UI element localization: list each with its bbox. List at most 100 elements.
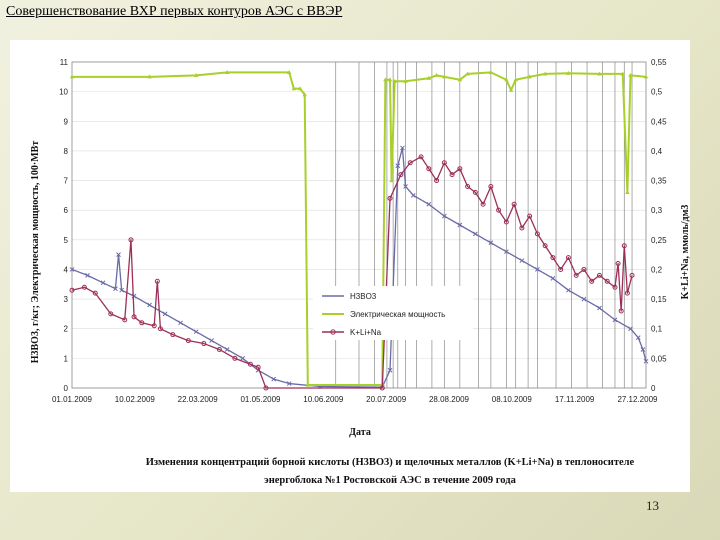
chart-panel: 0 1 2 3 4 5 6 7 8 9 10 11 0 0,05 0,1 0,15 0,2 0,25 0,3 0,35… xyxy=(10,40,691,492)
data-point-alkali xyxy=(255,364,261,370)
data-point-h3bo3 xyxy=(550,275,556,281)
data-point-h3bo3 xyxy=(85,273,90,278)
data-point-alkali xyxy=(69,287,75,293)
data-point-alkali xyxy=(488,183,494,189)
y-right-tick-label: 0,05 xyxy=(651,354,667,363)
slide-title: Совершенствование ВХР первых контуров АЭ… xyxy=(6,4,343,19)
data-point-h3bo3 xyxy=(162,311,168,317)
data-point-h3bo3 xyxy=(193,329,199,335)
data-point-alkali xyxy=(496,207,502,213)
data-point-alkali xyxy=(596,272,602,278)
data-point-h3bo3 xyxy=(69,267,75,272)
data-point-alkali xyxy=(387,195,393,201)
data-point-alkali xyxy=(263,385,269,391)
y-right-tick-label: 0,25 xyxy=(651,236,667,245)
data-point-h3bo3 xyxy=(410,193,416,198)
data-point-alkali xyxy=(604,278,610,284)
data-point-power xyxy=(392,78,397,83)
y-left-tick-label: 10 xyxy=(59,88,68,97)
data-point-alkali xyxy=(201,341,207,347)
y-left-tick-label: 3 xyxy=(64,295,69,304)
data-point-alkali xyxy=(157,326,163,332)
data-point-power xyxy=(193,72,199,77)
data-point-alkali xyxy=(534,231,540,237)
chart-caption-line-1: Изменения концентраций борной кислоты (H… xyxy=(146,457,635,468)
x-tick-label: 10.02.2009 xyxy=(115,395,156,404)
data-point-alkali xyxy=(618,308,624,314)
data-point-alkali xyxy=(426,166,432,172)
x-tick-label: 08.10.2009 xyxy=(492,395,533,404)
data-point-h3bo3 xyxy=(240,356,246,361)
data-point-power xyxy=(488,69,494,74)
data-point-alkali xyxy=(621,243,627,249)
y-left-tick-label: 4 xyxy=(64,265,69,274)
y-right-tick-label: 0,3 xyxy=(651,206,663,215)
data-point-h3bo3 xyxy=(426,201,432,207)
data-point-h3bo3 xyxy=(119,287,124,293)
x-tick-label: 10.06.2009 xyxy=(303,395,344,404)
data-point-alkali xyxy=(472,189,478,195)
data-point-h3bo3 xyxy=(178,320,183,326)
data-point-alkali xyxy=(589,278,595,284)
data-point-power xyxy=(620,71,625,76)
data-point-power xyxy=(286,69,292,74)
data-point-alkali xyxy=(170,332,176,338)
data-point-power xyxy=(403,78,408,83)
data-point-h3bo3 xyxy=(400,145,405,151)
data-point-alkali xyxy=(122,317,128,323)
y-left-tick-label: 8 xyxy=(64,147,69,156)
data-point-alkali xyxy=(232,355,238,361)
data-point-power xyxy=(434,72,439,77)
data-point-alkali xyxy=(629,272,635,278)
data-point-h3bo3 xyxy=(640,347,646,352)
data-point-alkali xyxy=(407,160,413,166)
legend-label-alkali: K+Li+Na xyxy=(350,328,382,337)
data-point-h3bo3 xyxy=(612,317,618,323)
data-point-power xyxy=(69,74,75,79)
y-right-tick-label: 0,2 xyxy=(651,265,663,274)
y-right-tick-label: 0,55 xyxy=(651,58,667,67)
data-point-alkali xyxy=(457,166,463,172)
data-point-h3bo3 xyxy=(504,249,509,255)
x-tick-label: 01.01.2009 xyxy=(52,395,93,404)
y-right-tick-label: 0,1 xyxy=(651,325,663,334)
data-point-alkali xyxy=(581,266,587,272)
y-left-tick-label: 1 xyxy=(64,354,69,363)
data-point-power xyxy=(542,71,548,76)
data-point-alkali xyxy=(550,255,556,261)
x-tick-label: 01.05.2009 xyxy=(240,395,281,404)
data-point-h3bo3 xyxy=(387,367,393,373)
data-point-power xyxy=(383,77,388,82)
data-point-power xyxy=(305,382,311,387)
data-point-alkali xyxy=(573,272,579,278)
data-point-power xyxy=(387,77,393,82)
data-point-h3bo3 xyxy=(209,338,214,343)
data-point-power xyxy=(389,178,394,183)
slide-number: 13 xyxy=(646,498,659,513)
data-point-h3bo3 xyxy=(628,326,633,332)
data-point-h3bo3 xyxy=(271,376,277,382)
data-point-alkali xyxy=(612,284,618,290)
data-point-power xyxy=(566,70,571,75)
data-point-alkali xyxy=(542,243,548,249)
data-point-power xyxy=(508,87,514,92)
data-point-h3bo3 xyxy=(597,305,602,311)
data-point-alkali xyxy=(615,261,621,267)
x-tick-label: 20.07.2009 xyxy=(366,395,407,404)
data-point-h3bo3 xyxy=(519,258,525,263)
y-right-tick-label: 0,35 xyxy=(651,177,667,186)
data-point-alkali xyxy=(247,361,253,367)
data-point-alkali xyxy=(379,385,385,391)
series-layer xyxy=(69,69,649,391)
data-point-power xyxy=(224,69,230,74)
data-point-power xyxy=(504,77,509,82)
axes: 0 1 2 3 4 5 6 7 8 9 10 11 0 0,05 0,1 0,15 0,2 0,25 0,3 0,35… xyxy=(52,58,667,404)
data-point-h3bo3 xyxy=(224,347,230,352)
data-point-alkali xyxy=(185,338,191,344)
legend-label-h3bo3: H3BO3 xyxy=(350,292,377,301)
series-line-alkali xyxy=(71,156,633,389)
data-point-alkali xyxy=(128,237,134,243)
data-point-alkali xyxy=(449,172,455,178)
data-point-power xyxy=(597,71,602,76)
data-point-alkali xyxy=(558,266,564,272)
